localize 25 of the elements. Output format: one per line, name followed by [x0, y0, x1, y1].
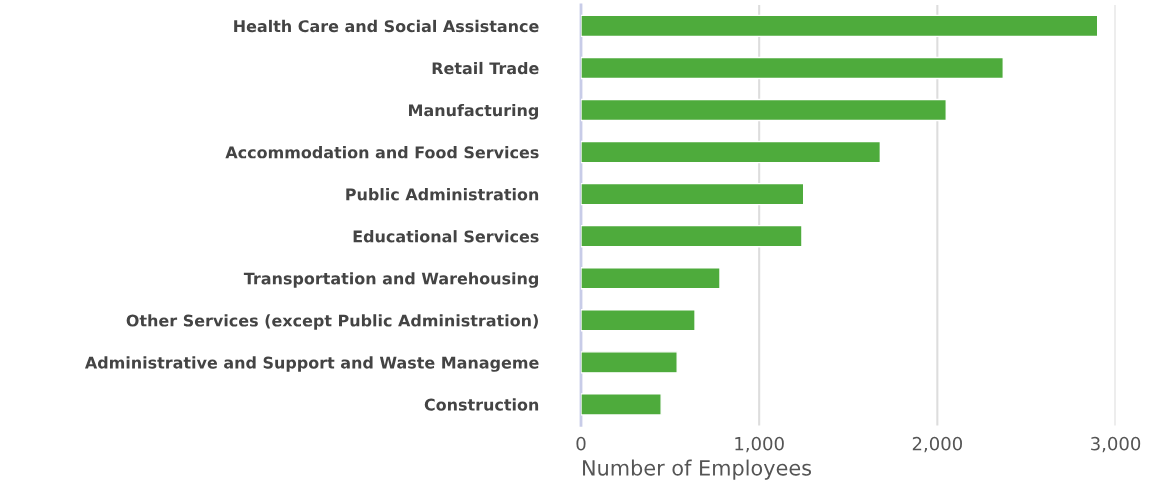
- x-axis-title: Number of Employees: [583, 459, 812, 480]
- y-tick-label: Administrative and Support and Waste Manageme: [84, 356, 539, 372]
- y-tick-label: Accommodation and Food Services: [225, 146, 539, 159]
- x-tick-label: 3,000: [1091, 436, 1141, 453]
- y-tick-label: Other Services (except Public Administration): [126, 314, 538, 330]
- bar: [581, 98, 947, 122]
- bar: [581, 267, 721, 290]
- y-tick-label: Construction: [424, 398, 539, 411]
- bar: [581, 393, 662, 416]
- bar: [581, 224, 803, 248]
- x-tick-label: 2,000: [912, 436, 962, 453]
- y-tick-label: Retail Trade: [432, 61, 539, 75]
- bar: [581, 351, 678, 374]
- bar: [581, 182, 805, 206]
- bar: [581, 140, 882, 164]
- y-tick-label: Health Care and Social Assistance: [234, 19, 539, 33]
- y-tick-label: Manufacturing: [409, 103, 538, 120]
- y-tick-label: Public Administration: [346, 188, 539, 201]
- y-tick-label: Educational Services: [353, 230, 539, 243]
- bar: [581, 56, 1004, 80]
- bar: [581, 309, 696, 332]
- x-tick-label: 1,000: [735, 436, 784, 453]
- y-tick-label: Transportation and Warehousing: [243, 272, 538, 288]
- bar: [581, 14, 1099, 38]
- x-tick-label: 0: [576, 436, 586, 451]
